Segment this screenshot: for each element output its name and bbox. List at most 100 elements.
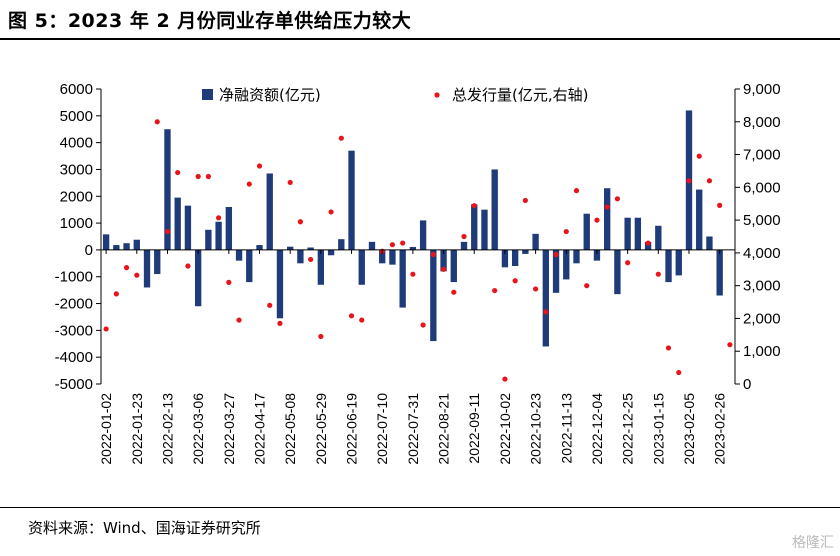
bar [389, 249, 396, 265]
legend-bar-label: 净融资额(亿元) [219, 86, 321, 104]
scatter-point [420, 322, 426, 328]
left-axis-tick-label: -4000 [55, 349, 93, 366]
scatter-point [205, 173, 211, 180]
bar [194, 249, 202, 307]
scatter-point [492, 287, 498, 294]
x-axis-tick-label: 2022-01-02 [98, 393, 114, 465]
scatter-point [164, 228, 171, 235]
x-axis-tick-label: 2022-07-10 [374, 393, 390, 465]
bar [358, 249, 365, 285]
bar [440, 249, 447, 272]
x-axis-tick-label: 2022-05-29 [313, 393, 329, 465]
bar [297, 249, 304, 264]
right-axis-tick-label: 2,000 [743, 310, 781, 327]
scatter-point [461, 233, 467, 240]
scatter-point [696, 153, 702, 159]
bar [696, 189, 703, 250]
scatter-point [665, 345, 672, 351]
footer-divider [0, 507, 840, 508]
bar [471, 204, 478, 250]
x-axis-tick-label: 2022-06-19 [344, 393, 360, 465]
scatter-point [502, 376, 508, 382]
left-axis-tick-label: -2000 [55, 296, 93, 313]
scatter-point [277, 320, 283, 326]
scatter-point [154, 119, 160, 125]
scatter-point [113, 291, 119, 297]
left-y-axis: 6000 5000 4000 3000 2000 1000 0 -1000 -2000 -3000… [55, 81, 102, 393]
bar [235, 249, 243, 261]
left-axis-tick-label: 6000 [60, 81, 93, 98]
legend-dot-label: 总发行量(亿元,右轴) [452, 86, 588, 104]
right-axis-tick-label: 9,000 [743, 81, 781, 98]
left-axis-tick-label: 4000 [60, 135, 93, 152]
scatter-point [410, 271, 416, 277]
bar [604, 188, 611, 250]
right-y-axis: 9,000 8,000 7,000 6,000 5,000 4,000 3,000 2,000… [734, 81, 781, 393]
left-axis-tick-label: -5000 [55, 376, 93, 393]
bar [123, 243, 130, 250]
bar [522, 249, 529, 254]
bar [532, 233, 539, 250]
scatter-point [195, 173, 201, 180]
scatter-point [625, 260, 631, 266]
x-axis-tick-label: 2022-03-06 [190, 393, 206, 465]
scatter-point [533, 286, 539, 292]
bar [399, 249, 406, 308]
bar [368, 241, 376, 250]
bar [317, 249, 325, 285]
scatter-point [185, 263, 191, 269]
scatter-point [226, 279, 232, 285]
bar [706, 236, 713, 250]
bar [256, 245, 263, 250]
legend-bar-swatch [202, 89, 213, 100]
right-axis-tick-label: 7,000 [743, 147, 781, 164]
scatter-point [256, 163, 263, 169]
bar [409, 246, 417, 250]
scatter-point [297, 219, 303, 225]
scatter-point [308, 256, 314, 263]
bar [430, 249, 437, 342]
bar [501, 249, 509, 268]
bar [154, 249, 161, 275]
bar [583, 213, 590, 250]
bar [573, 249, 580, 264]
scatter-point [267, 302, 273, 308]
x-axis-tick-label: 2022-09-11 [466, 393, 482, 464]
bar [164, 129, 171, 250]
right-axis-tick-label: 0 [743, 376, 751, 393]
x-axis-tick-label: 2022-08-21 [436, 393, 452, 465]
scatter-point [727, 342, 733, 348]
x-axis-tick-label: 2022-03-27 [221, 393, 237, 465]
left-axis-tick-label: 3000 [60, 161, 93, 178]
right-axis-tick-label: 8,000 [743, 114, 781, 131]
bar [307, 247, 314, 250]
x-axis-tick-label: 2022-05-08 [282, 393, 298, 465]
bar [287, 246, 294, 250]
title-divider [0, 38, 840, 40]
watermark-logo: 格隆汇 [792, 535, 834, 551]
bar [716, 249, 723, 296]
scatter-point [573, 188, 580, 194]
scatter-point [348, 313, 355, 319]
left-axis-tick-label: 0 [85, 242, 93, 259]
x-axis-tick-label: 2022-12-04 [589, 393, 605, 465]
scatter-point [645, 240, 651, 246]
bar [614, 249, 621, 295]
scatter-point [175, 169, 181, 176]
scatter-point [236, 317, 242, 323]
left-axis-tick-label: 1000 [60, 215, 93, 232]
scatter-point [216, 215, 222, 221]
bar [225, 207, 232, 250]
right-axis-tick-label: 4,000 [743, 245, 781, 262]
x-axis-tick-label: 2022-07-31 [405, 393, 421, 465]
left-axis-tick-label: -3000 [55, 322, 93, 339]
x-axis-tick-label: 2023-02-05 [681, 393, 697, 465]
bar [675, 249, 682, 276]
right-axis-tick-label: 3,000 [743, 278, 781, 295]
scatter-point [604, 204, 610, 210]
bar [460, 241, 468, 250]
right-axis-tick-label: 6,000 [743, 179, 781, 196]
bar [450, 249, 457, 283]
bar [593, 249, 601, 261]
left-axis-tick-label: 5000 [60, 108, 93, 125]
